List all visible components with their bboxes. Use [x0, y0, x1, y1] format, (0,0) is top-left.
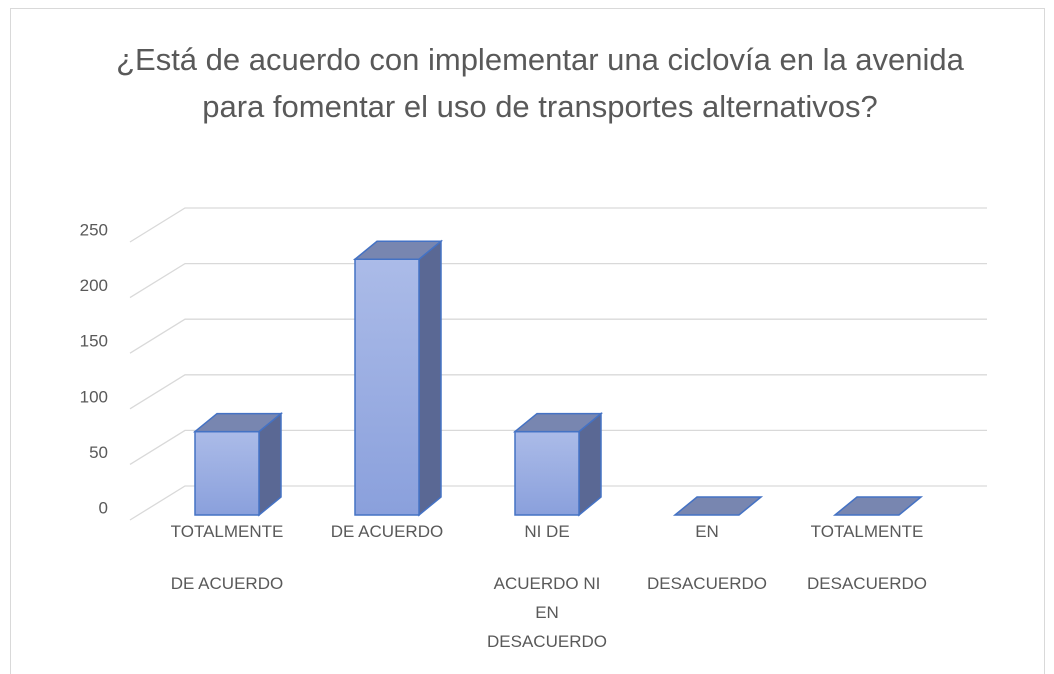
- x-tick-label: EN DESACUERDO: [647, 522, 767, 593]
- bar-side: [418, 239, 442, 517]
- bar-front: [354, 258, 420, 516]
- bar: [672, 496, 764, 516]
- bar-top: [192, 412, 284, 433]
- y-tick-label: 0: [99, 498, 108, 517]
- y-tick-label: 250: [80, 220, 108, 239]
- chart-title: ¿Está de acuerdo con implementar una cic…: [116, 42, 964, 124]
- y-tick-label: 100: [80, 387, 108, 406]
- y-tick-label: 200: [80, 276, 108, 295]
- bar: [512, 412, 604, 517]
- x-tick-label: TOTALMENTE DE ACUERDO: [171, 522, 284, 593]
- grid-line: [129, 429, 987, 465]
- x-tick-label: TOTALMENTE DESACUERDO: [807, 522, 927, 593]
- bar-top: [672, 496, 764, 516]
- bar: [832, 496, 924, 516]
- grid-line: [129, 485, 987, 521]
- x-tick-label: NI DE ACUERDO NI EN DESACUERDO: [487, 522, 607, 651]
- x-tick-label: DE ACUERDO: [331, 522, 443, 541]
- chart-border: [10, 8, 1045, 674]
- bar: [192, 412, 284, 517]
- bar-front: [194, 430, 260, 516]
- grid-line: [129, 262, 987, 299]
- grid-line: [129, 207, 987, 243]
- bar-top: [512, 412, 604, 433]
- bar-top: [352, 240, 444, 260]
- grid-line: [129, 318, 987, 354]
- y-tick-label: 150: [80, 332, 108, 351]
- bar-front: [514, 430, 580, 516]
- bar-top: [832, 496, 924, 516]
- y-tick-label: 50: [89, 443, 108, 462]
- bar: [352, 239, 444, 517]
- grid-line: [129, 374, 987, 410]
